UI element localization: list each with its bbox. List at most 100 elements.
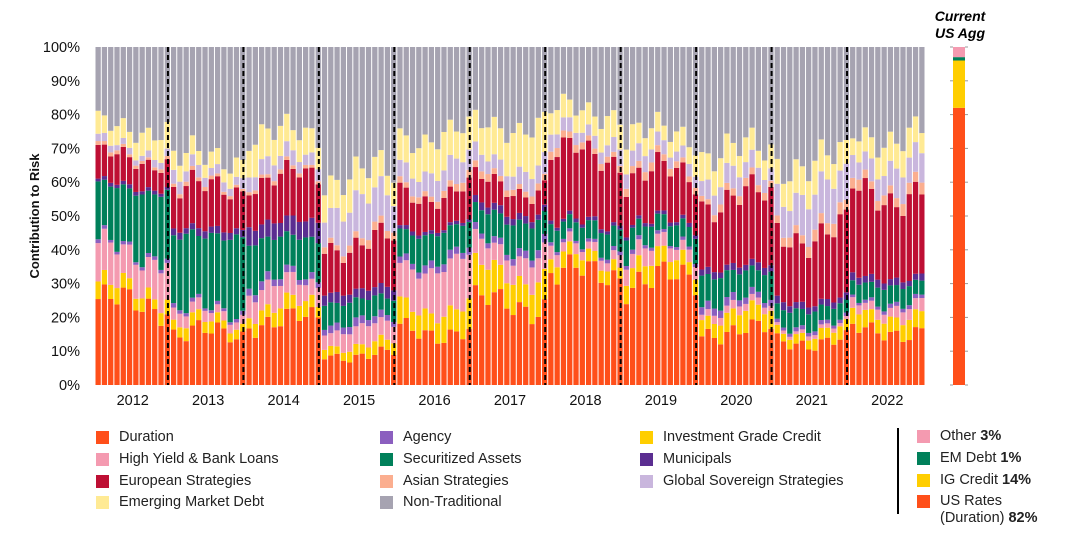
bar-segment: [221, 182, 227, 192]
bar-segment: [780, 183, 787, 207]
bar-segment: [617, 47, 623, 125]
bar-segment: [799, 332, 806, 341]
bar-segment: [328, 175, 334, 208]
bar-segment: [347, 252, 353, 295]
bar-segment: [724, 133, 730, 163]
bar-segment: [705, 179, 711, 200]
bar-segment: [629, 287, 636, 385]
bar-segment: [812, 306, 818, 312]
bar-segment: [158, 325, 164, 385]
bar-segment: [252, 245, 258, 296]
bar-segment: [856, 332, 862, 385]
bar-segment: [422, 235, 428, 266]
bar-segment: [422, 231, 428, 236]
bar-segment: [328, 325, 334, 334]
bar-segment: [560, 238, 567, 243]
bar-segment: [296, 221, 302, 240]
bar-segment: [699, 201, 705, 270]
bar-segment: [642, 248, 648, 267]
bar-segment: [699, 47, 705, 153]
bar-segment: [831, 47, 837, 165]
bar-segment: [296, 162, 302, 174]
bar-segment: [692, 155, 699, 177]
bar-segment: [422, 308, 428, 331]
bar-segment: [265, 236, 271, 272]
bar-segment: [736, 300, 743, 307]
bar-segment: [309, 307, 315, 385]
bar-segment: [183, 316, 189, 329]
bar-segment: [378, 222, 384, 284]
bar-segment: [441, 47, 447, 132]
bar-segment: [894, 301, 900, 306]
bar-segment: [126, 131, 133, 148]
bar-segment: [894, 47, 900, 144]
bar-segment: [334, 250, 340, 292]
bar-segment: [139, 311, 145, 385]
bar-segment: [900, 341, 906, 385]
bar-segment: [479, 233, 485, 239]
bar-segment: [485, 181, 491, 208]
bar-segment: [780, 302, 787, 311]
bar-segment: [894, 143, 900, 169]
bar-segment: [592, 47, 598, 117]
bar-segment: [95, 133, 101, 142]
bar-segment: [812, 311, 818, 332]
bar-segment: [655, 152, 661, 211]
bar-segment: [579, 224, 585, 228]
bar-segment: [567, 117, 573, 132]
bar-segment: [271, 47, 277, 140]
bar-segment: [177, 327, 183, 338]
bar-segment: [661, 125, 667, 141]
bar-segment: [441, 272, 447, 317]
bar-segment: [724, 297, 730, 306]
bar-segment: [347, 47, 353, 180]
bar-segment: [535, 117, 541, 166]
side-item-ig-credit: IG Credit 14%: [917, 472, 1031, 488]
bar-segment: [126, 241, 133, 245]
bar-segment: [705, 274, 711, 301]
bar-segment: [372, 47, 378, 157]
bar-segment: [152, 47, 158, 141]
bar-segment: [384, 349, 391, 385]
bar-segment: [780, 206, 787, 238]
bar-segment: [906, 305, 912, 310]
bar-segment: [246, 245, 252, 289]
y-tick-label: 50%: [51, 209, 80, 225]
bar-segment: [806, 332, 812, 337]
bar-segment: [548, 242, 554, 246]
bar-segment: [762, 314, 768, 333]
bar-segment: [881, 311, 887, 315]
bar-segment: [629, 224, 636, 228]
bar-segment: [862, 127, 868, 152]
bar-segment: [560, 221, 567, 239]
bar-segment: [887, 307, 894, 317]
bar-segment: [541, 268, 548, 300]
bar-segment: [787, 339, 793, 350]
bar-segment: [365, 326, 372, 348]
bar-segment: [862, 299, 868, 303]
bar-segment: [466, 177, 472, 220]
bar-segment: [724, 47, 730, 134]
bar-segment: [353, 326, 359, 344]
bar-segment: [114, 154, 120, 185]
bar-segment: [139, 267, 145, 271]
bar-segment: [152, 194, 158, 257]
bar-segment: [214, 233, 221, 301]
bar-segment: [856, 302, 862, 306]
legend-swatch: [96, 430, 109, 444]
bar-segment: [793, 308, 799, 328]
legend-swatch: [917, 451, 930, 465]
bar-segment: [793, 343, 799, 385]
bar-segment: [152, 170, 158, 191]
bar-segment: [321, 295, 328, 306]
bar-segment: [347, 179, 353, 213]
bar-segment: [718, 47, 724, 159]
bar-segment: [479, 47, 485, 129]
bar-segment: [114, 184, 120, 189]
bar-segment: [894, 168, 900, 199]
bar-segment: [466, 329, 472, 385]
bar-segment: [284, 308, 290, 385]
bar-segment: [328, 345, 334, 356]
bar-segment: [554, 134, 560, 149]
bar-segment: [868, 297, 875, 301]
